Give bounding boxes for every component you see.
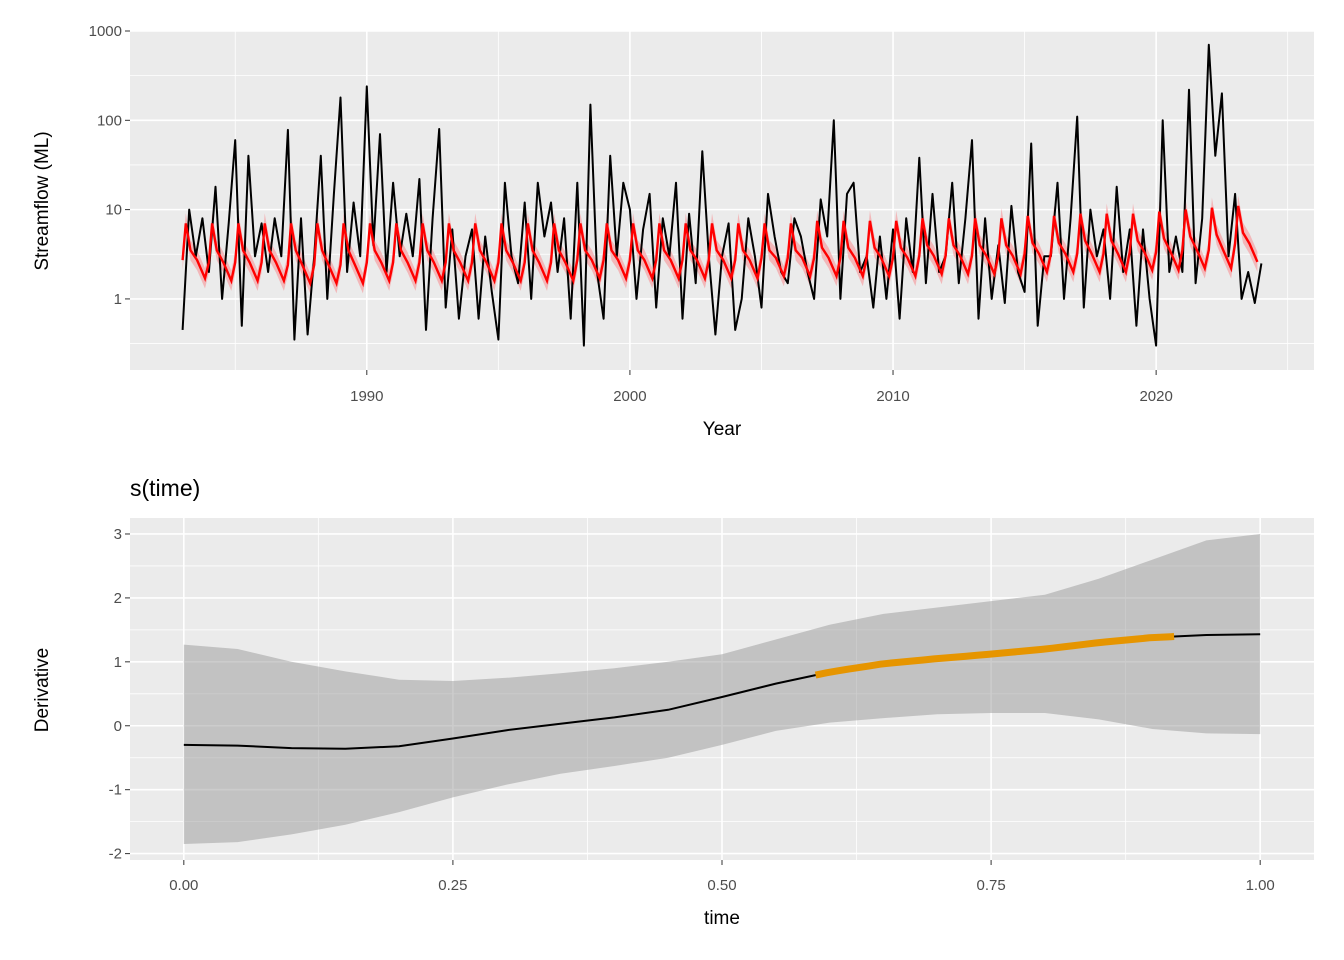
bottom-y-axis-title: Derivative [32,648,53,732]
top-y-axis-title: Streamflow (ML) [32,131,53,270]
top-x-axis-title: Year [703,419,742,440]
y-tick-label: 0 [114,718,122,735]
confidence-interval-band [183,534,1261,844]
y-tick-label: 2 [114,590,122,607]
x-tick-label: 0.50 [707,877,736,894]
x-tick-label: 2020 [1139,388,1172,405]
x-tick-label: 1.00 [1246,877,1275,894]
x-tick-label: 0.00 [169,877,198,894]
x-tick-label: 0.25 [438,877,467,894]
derivative-panel: -2 -1 0 1 2 3 0.00 0.25 0.50 0.75 1.00 [109,518,1314,894]
y-tick-label: 1 [114,291,122,308]
x-tick-label: 2010 [876,388,909,405]
y-tick-label: 1000 [89,23,122,40]
bottom-panel-title: s(time) [130,475,200,501]
y-tick-label: 1 [114,654,122,671]
y-tick-label: -2 [109,846,122,863]
streamflow-panel: 1 10 100 1000 1990 2000 2010 2020 [89,23,1314,405]
y-tick-label: 100 [97,112,122,129]
fitted-streamflow-line [181,205,1259,288]
x-tick-label: 0.75 [976,877,1005,894]
y-tick-label: 10 [105,202,122,219]
x-tick-label: 2000 [613,388,646,405]
significant-change-highlight [814,633,1175,679]
y-tick-label: 3 [114,526,122,543]
bottom-x-axis-title: time [704,908,740,929]
y-tick-label: -1 [109,782,122,799]
x-tick-label: 1990 [350,388,383,405]
